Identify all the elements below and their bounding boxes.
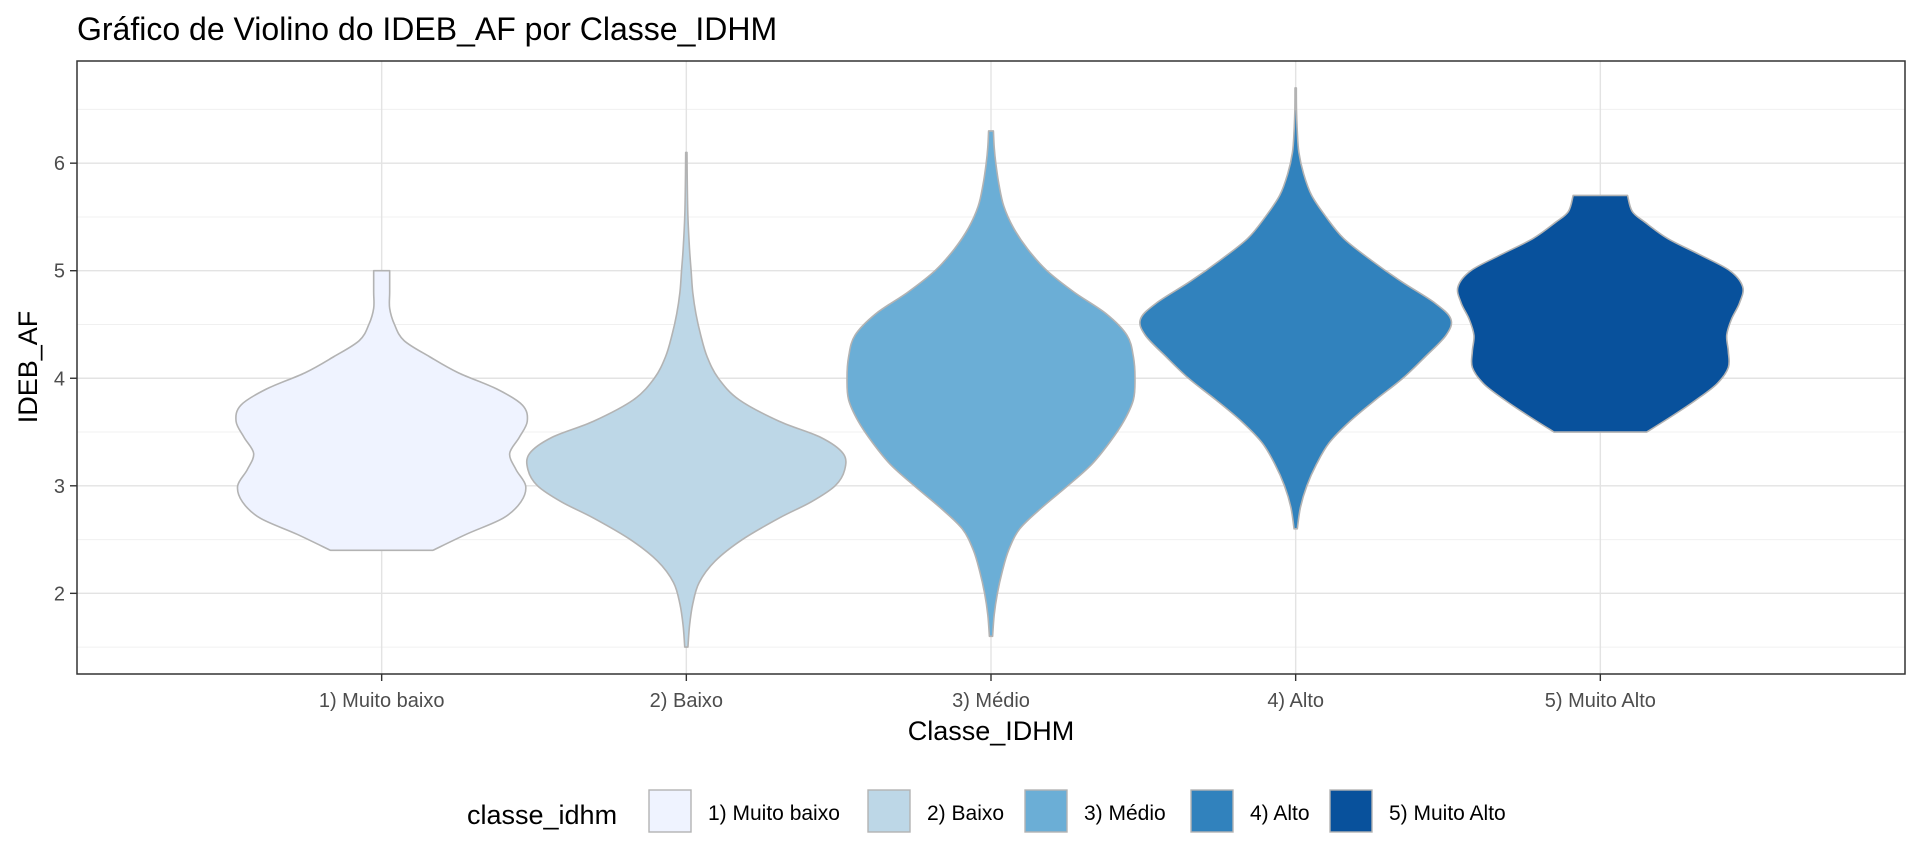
x-tick-label: 5) Muito Alto: [1545, 690, 1656, 712]
legend: classe_idhm 1) Muito baixo 2) Baixo 3) Méd…: [467, 789, 1506, 833]
violin-4: [1139, 87, 1453, 530]
violin-2: [525, 151, 847, 648]
x-axis-title: Classe_IDHM: [908, 716, 1075, 746]
legend-item: 3) Médio: [1024, 789, 1166, 833]
y-tick-label: 5: [54, 261, 65, 283]
legend-key: [1190, 789, 1234, 833]
x-tick-label: 2) Baixo: [650, 690, 723, 712]
y-axis: 2 3 4 5 6: [54, 153, 77, 605]
legend-label: 5) Muito Alto: [1389, 802, 1506, 825]
y-tick-label: 2: [54, 583, 65, 605]
legend-items: 1) Muito baixo 2) Baixo 3) Médio 4) Alto 5) …: [648, 789, 1506, 833]
x-tick-label: 1) Muito baixo: [319, 690, 445, 712]
legend-item: 4) Alto: [1190, 789, 1310, 833]
legend-item: 2) Baixo: [867, 789, 1004, 833]
violin-1: [235, 269, 529, 552]
legend-label: 4) Alto: [1250, 802, 1310, 825]
x-axis: 1) Muito baixo 2) Baixo 3) Médio 4) Alto 5) …: [319, 674, 1656, 712]
chart-title: Gráfico de Violino do IDEB_AF por Classe…: [77, 11, 777, 47]
legend-label: 2) Baixo: [927, 802, 1004, 825]
legend-label: 1) Muito baixo: [708, 802, 840, 825]
violin-3: [846, 130, 1136, 638]
legend-key: [867, 789, 911, 833]
y-tick-label: 3: [54, 476, 65, 498]
legend-key: [648, 789, 692, 833]
legend-item: 5) Muito Alto: [1329, 789, 1506, 833]
y-axis-title: IDEB_AF: [13, 311, 43, 424]
violins: [235, 87, 1744, 648]
x-tick-label: 4) Alto: [1267, 690, 1324, 712]
y-tick-label: 4: [54, 368, 65, 390]
x-tick-label: 3) Médio: [952, 690, 1030, 712]
legend-title: classe_idhm: [467, 800, 617, 830]
legend-key: [1329, 789, 1373, 833]
violin-5: [1456, 194, 1744, 433]
legend-key: [1024, 789, 1068, 833]
y-tick-label: 6: [54, 153, 65, 175]
legend-label: 3) Médio: [1084, 802, 1166, 825]
legend-item: 1) Muito baixo: [648, 789, 840, 833]
